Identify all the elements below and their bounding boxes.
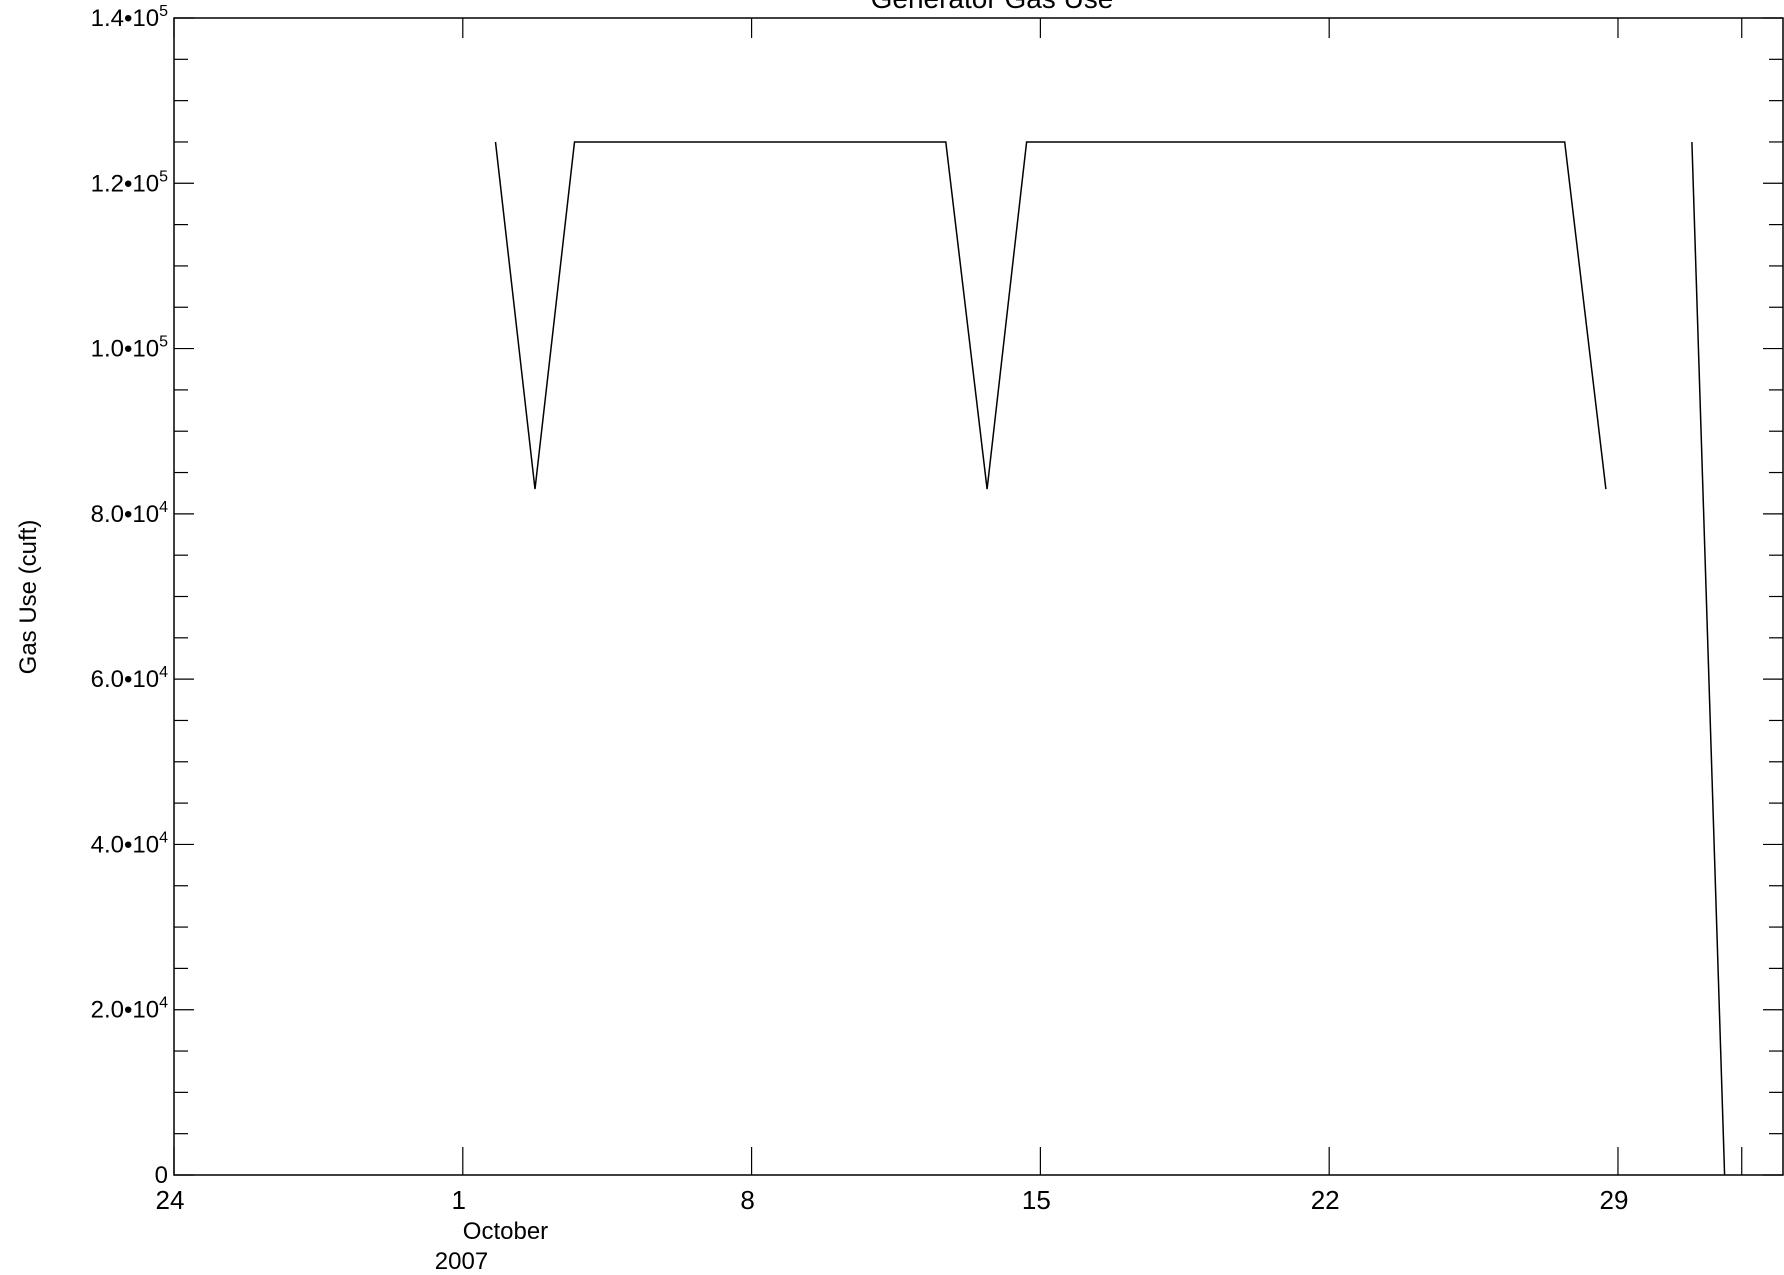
x-tick-sublabel-year: 2007 xyxy=(435,1248,488,1275)
y-tick-labels: 0 2.0•104 4.0•104 6.0•104 8.0•104 1.0•105 1.2•… xyxy=(91,3,168,1189)
y-tick-label: 1.4•105 xyxy=(91,3,168,32)
x-tick-label: 29 xyxy=(1600,1185,1629,1215)
y-tick-label: 0 xyxy=(155,1162,168,1189)
y-tick-label: 8.0•104 xyxy=(91,499,168,528)
x-tick-label: 15 xyxy=(1022,1185,1051,1215)
y-tick-label: 2.0•104 xyxy=(91,995,168,1024)
y-tick-label: 1.2•105 xyxy=(91,168,168,197)
x-tick-labels: 24 1 October 2007 8 15 22 29 xyxy=(156,1185,1629,1275)
x-tick-label: 24 xyxy=(156,1185,185,1215)
axis-ticks xyxy=(173,17,1783,1176)
x-tick-label: 8 xyxy=(740,1185,754,1215)
y-axis-label: Gas Use (cuft) xyxy=(15,520,42,675)
series-lines xyxy=(494,141,1726,1176)
series-line-segment xyxy=(1691,141,1726,1176)
x-tick-label: 1 xyxy=(452,1185,466,1215)
y-tick-label: 1.0•105 xyxy=(91,334,168,363)
chart-title: Generator Gas Use xyxy=(871,0,1114,14)
x-tick-label: 22 xyxy=(1311,1185,1340,1215)
series-line-segment xyxy=(494,141,1607,490)
y-tick-label: 4.0•104 xyxy=(91,829,168,858)
y-tick-label: 6.0•104 xyxy=(91,664,168,693)
plot-frame xyxy=(173,17,1784,1176)
x-tick-sublabel-month: October xyxy=(463,1218,548,1245)
